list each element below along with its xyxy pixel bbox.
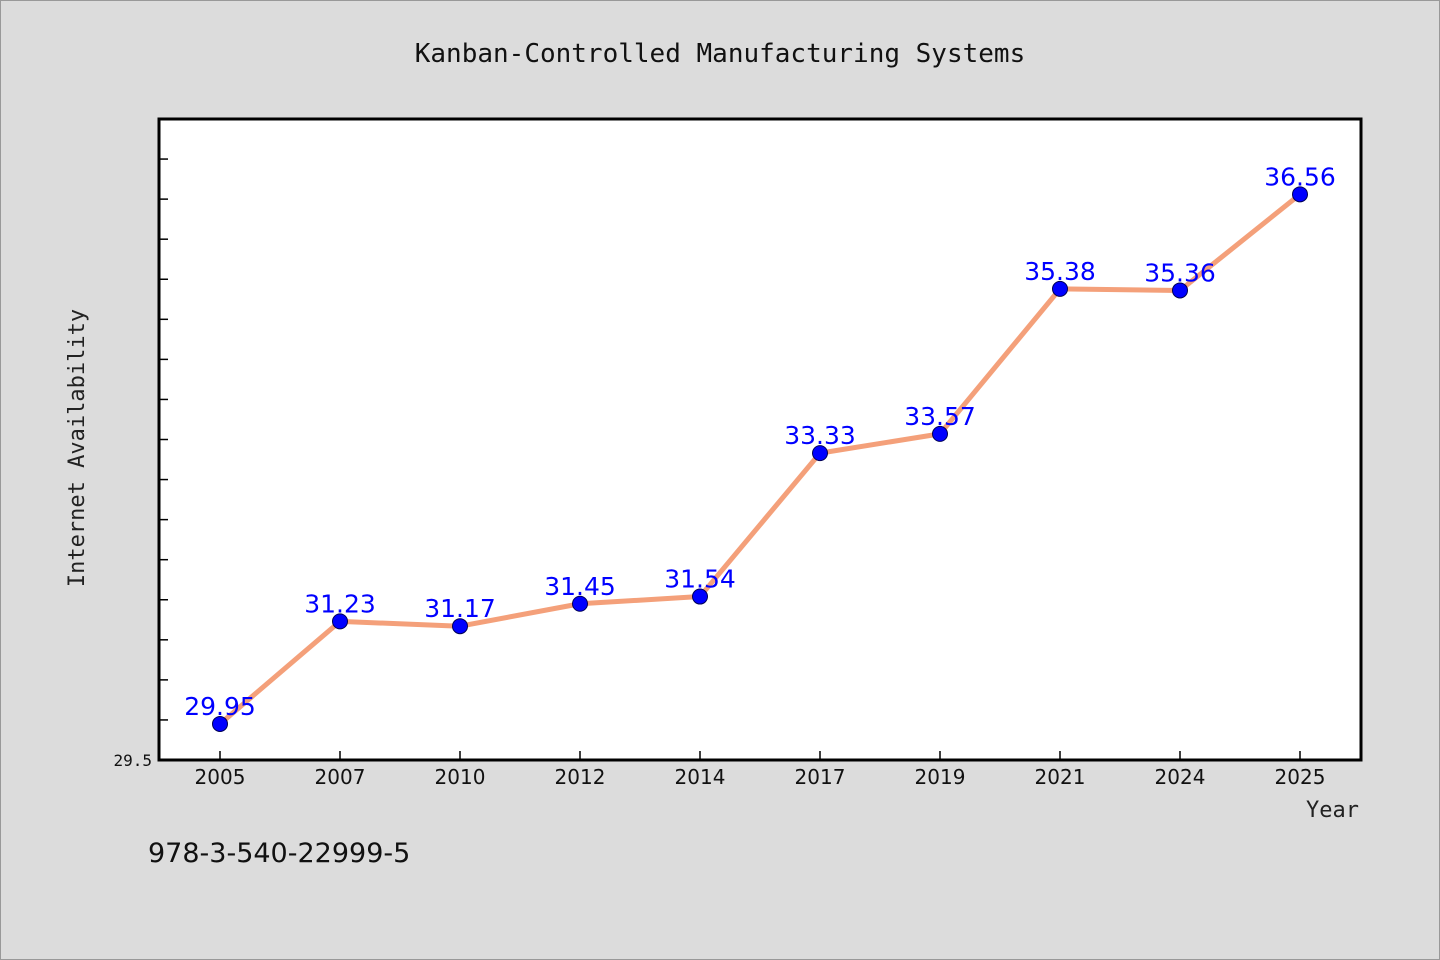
data-point xyxy=(212,715,228,732)
x-axis-label: Year xyxy=(1306,798,1359,823)
series-line xyxy=(217,191,1303,727)
x-tick-label: 2007 xyxy=(315,765,366,789)
data-label: 35.36 xyxy=(1144,258,1216,287)
x-tick-label: 2024 xyxy=(1155,765,1206,789)
y-axis-ticks xyxy=(159,118,168,761)
data-label: 31.54 xyxy=(664,565,736,594)
x-tick-label: 2012 xyxy=(555,765,606,789)
data-point xyxy=(1292,186,1308,203)
data-point xyxy=(1052,280,1068,297)
x-tick-label: 2010 xyxy=(435,765,486,789)
data-label: 35.38 xyxy=(1024,257,1096,286)
data-point xyxy=(932,425,948,442)
data-point xyxy=(1172,282,1188,299)
data-label: 31.45 xyxy=(544,572,616,601)
x-tick-label: 2005 xyxy=(195,765,246,789)
x-axis-ticks: 2005 2007 2010 2012 2014 2017 2019 2021 2024 2025 xyxy=(195,751,1326,789)
data-point xyxy=(332,613,348,630)
x-tick-label: 2021 xyxy=(1035,765,1086,789)
data-label: 33.57 xyxy=(904,402,976,431)
chart-title: Kanban-Controlled Manufacturing Systems xyxy=(415,39,1025,69)
plot-area xyxy=(157,117,1363,762)
data-label: 29.95 xyxy=(184,692,256,721)
isbn-text: 978-3-540-22999-5 xyxy=(148,838,410,869)
data-point xyxy=(812,445,828,462)
x-tick-label: 2014 xyxy=(675,765,726,789)
data-label: 31.17 xyxy=(424,594,496,623)
data-label: 31.23 xyxy=(304,589,376,618)
markers-layer xyxy=(212,186,1308,732)
x-tick-label: 2025 xyxy=(1275,765,1326,789)
y-axis-label: Internet Availability xyxy=(65,309,90,587)
data-labels-layer: 29.95 31.23 31.17 31.45 31.54 33.33 33.57 35.38… xyxy=(184,162,1336,721)
x-tick-label: 2017 xyxy=(795,765,846,789)
x-tick-label: 2019 xyxy=(915,765,966,789)
series-layer xyxy=(217,191,1303,727)
y-tick-label: 29.5 xyxy=(113,751,152,770)
data-point xyxy=(452,618,468,635)
data-label: 33.33 xyxy=(784,421,856,450)
data-point xyxy=(572,595,588,612)
data-point xyxy=(692,588,708,605)
data-label: 36.56 xyxy=(1264,162,1336,191)
